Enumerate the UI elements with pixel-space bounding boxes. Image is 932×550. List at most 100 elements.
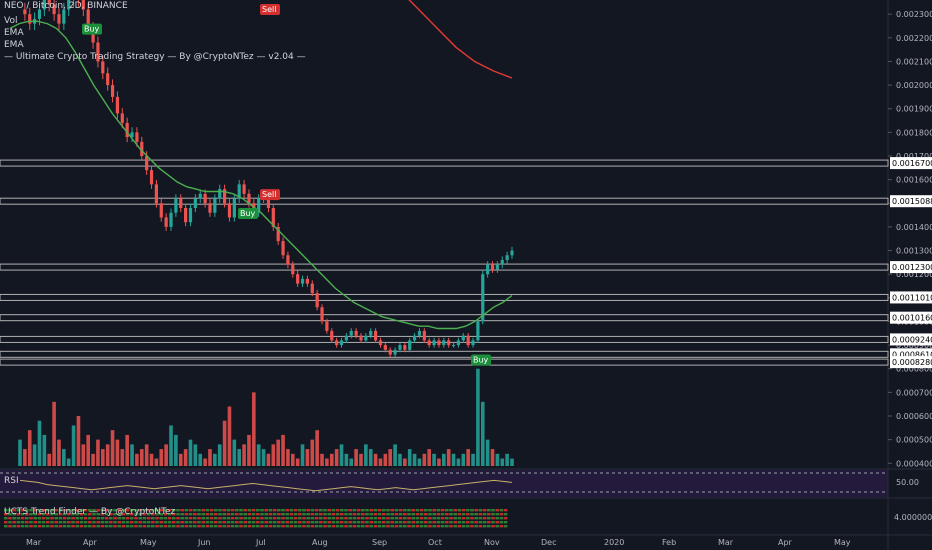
trend-finder-cell [79, 517, 84, 520]
trend-finder-cell [487, 521, 491, 524]
trend-finder-cell [209, 521, 214, 524]
trend-finder-cell [146, 517, 151, 520]
trend-finder-cell [230, 513, 235, 516]
trend-finder-cell [8, 521, 12, 524]
trend-finder-cell [222, 525, 226, 528]
volume-bar [198, 453, 203, 466]
trend-finder-cell [478, 517, 483, 520]
trend-finder-cell [41, 525, 46, 528]
trend-finder-cell [365, 513, 369, 516]
trend-finder-cell [373, 513, 378, 516]
trend-finder-cell [323, 517, 327, 520]
trend-finder-cell [75, 525, 79, 528]
trend-finder-cell [478, 521, 483, 524]
candle-body [315, 293, 319, 308]
y-tick-label: 0.00180000 [896, 128, 932, 137]
candle-body [349, 330, 353, 336]
candle-body [154, 184, 158, 204]
legend-ema-2[interactable]: EMA [4, 40, 24, 50]
volume-bar [354, 449, 358, 466]
trend-finder-cell [67, 517, 71, 520]
trend-finder-cell [121, 509, 126, 512]
trend-finder-cell [340, 525, 344, 528]
trend-finder-cell [491, 521, 495, 524]
trend-finder-cell [411, 521, 415, 524]
volume-bar [242, 444, 246, 466]
trend-finder-cell [96, 513, 100, 516]
trend-finder-cell [256, 513, 260, 516]
trend-finder-cell [172, 517, 176, 520]
trend-finder-cell [188, 521, 193, 524]
trend-finder-cell [121, 521, 126, 524]
volume-bar [217, 444, 222, 466]
legend-strategy[interactable]: — Ultimate Crypto Trading Strategy — By … [4, 52, 306, 62]
trend-finder-cell [172, 509, 176, 512]
trend-finder-cell [218, 513, 222, 516]
trend-finder-cell [235, 513, 239, 516]
sell-signal [260, 189, 280, 201]
trend-finder-cell [386, 517, 390, 520]
trend-pane-label[interactable]: UCTS Trend Finder — By @CryptoNTez [4, 507, 176, 517]
trend-finder-cell [298, 521, 302, 524]
trend-finder-cell [104, 525, 109, 528]
trend-finder-cell [432, 517, 436, 520]
candle-body [242, 184, 246, 194]
trend-finder-cell [306, 509, 310, 512]
candle-body [67, 0, 71, 10]
trend-finder-cell [142, 517, 147, 520]
trend-finder-cell [226, 513, 231, 516]
trend-finder-cell [365, 517, 369, 520]
trend-finder-cell [184, 521, 189, 524]
trend-finder-cell [180, 525, 184, 528]
trend-finder-cell [151, 525, 155, 528]
trend-finder-cell [335, 521, 340, 524]
trend-finder-cell [167, 517, 172, 520]
legend-ema-1[interactable]: EMA [4, 28, 24, 38]
y-tick-label: 0.00230000 [896, 10, 932, 19]
trend-finder-cell [449, 521, 453, 524]
trend-finder-cell [201, 517, 205, 520]
trend-finder-cell [482, 513, 487, 516]
trend-finder-cell [306, 517, 310, 520]
trend-finder-cell [306, 513, 310, 516]
trend-finder-cell [239, 517, 243, 520]
trend-finder-cell [180, 521, 184, 524]
trend-finder-cell [478, 513, 483, 516]
trend-finder-cell [373, 509, 378, 512]
candle-body [37, 9, 42, 19]
legend-vol[interactable]: Vol [4, 16, 18, 26]
trend-finder-cell [285, 517, 289, 520]
trend-finder-cell [474, 525, 478, 528]
candle-body [130, 132, 134, 138]
volume-bar [139, 449, 144, 466]
trend-finder-cell [419, 509, 424, 512]
trend-finder-cell [100, 509, 105, 512]
trend-finder-cell [201, 521, 205, 524]
trend-finder-cell [25, 521, 29, 524]
trend-finder-cell [37, 525, 42, 528]
trend-finder-cell [373, 517, 378, 520]
candle-body [271, 208, 275, 227]
trend-finder-cell [46, 513, 50, 516]
rsi-pane-label[interactable]: RSI [4, 476, 19, 486]
volume-bar [456, 458, 461, 466]
trend-finder-cell [403, 521, 407, 524]
trend-finder-cell [440, 517, 445, 520]
trend-finder-cell [419, 521, 424, 524]
trend-finder-cell [277, 525, 281, 528]
trend-finder-cell [104, 513, 109, 516]
volume-bar [96, 439, 100, 466]
trend-finder-cell [134, 509, 138, 512]
trend-finder-cell [138, 509, 142, 512]
trend-finder-cell [424, 513, 428, 516]
trend-finder-cell [436, 521, 441, 524]
legend-symbol[interactable]: NEO / Bitcoin, 2D, BINANCE [4, 1, 128, 11]
candle-body [135, 132, 139, 142]
candle-body [344, 335, 348, 341]
trend-finder-cell [83, 513, 88, 516]
trend-finder-cell [104, 517, 109, 520]
trend-finder-cell [41, 513, 46, 516]
trend-finder-cell [96, 509, 100, 512]
